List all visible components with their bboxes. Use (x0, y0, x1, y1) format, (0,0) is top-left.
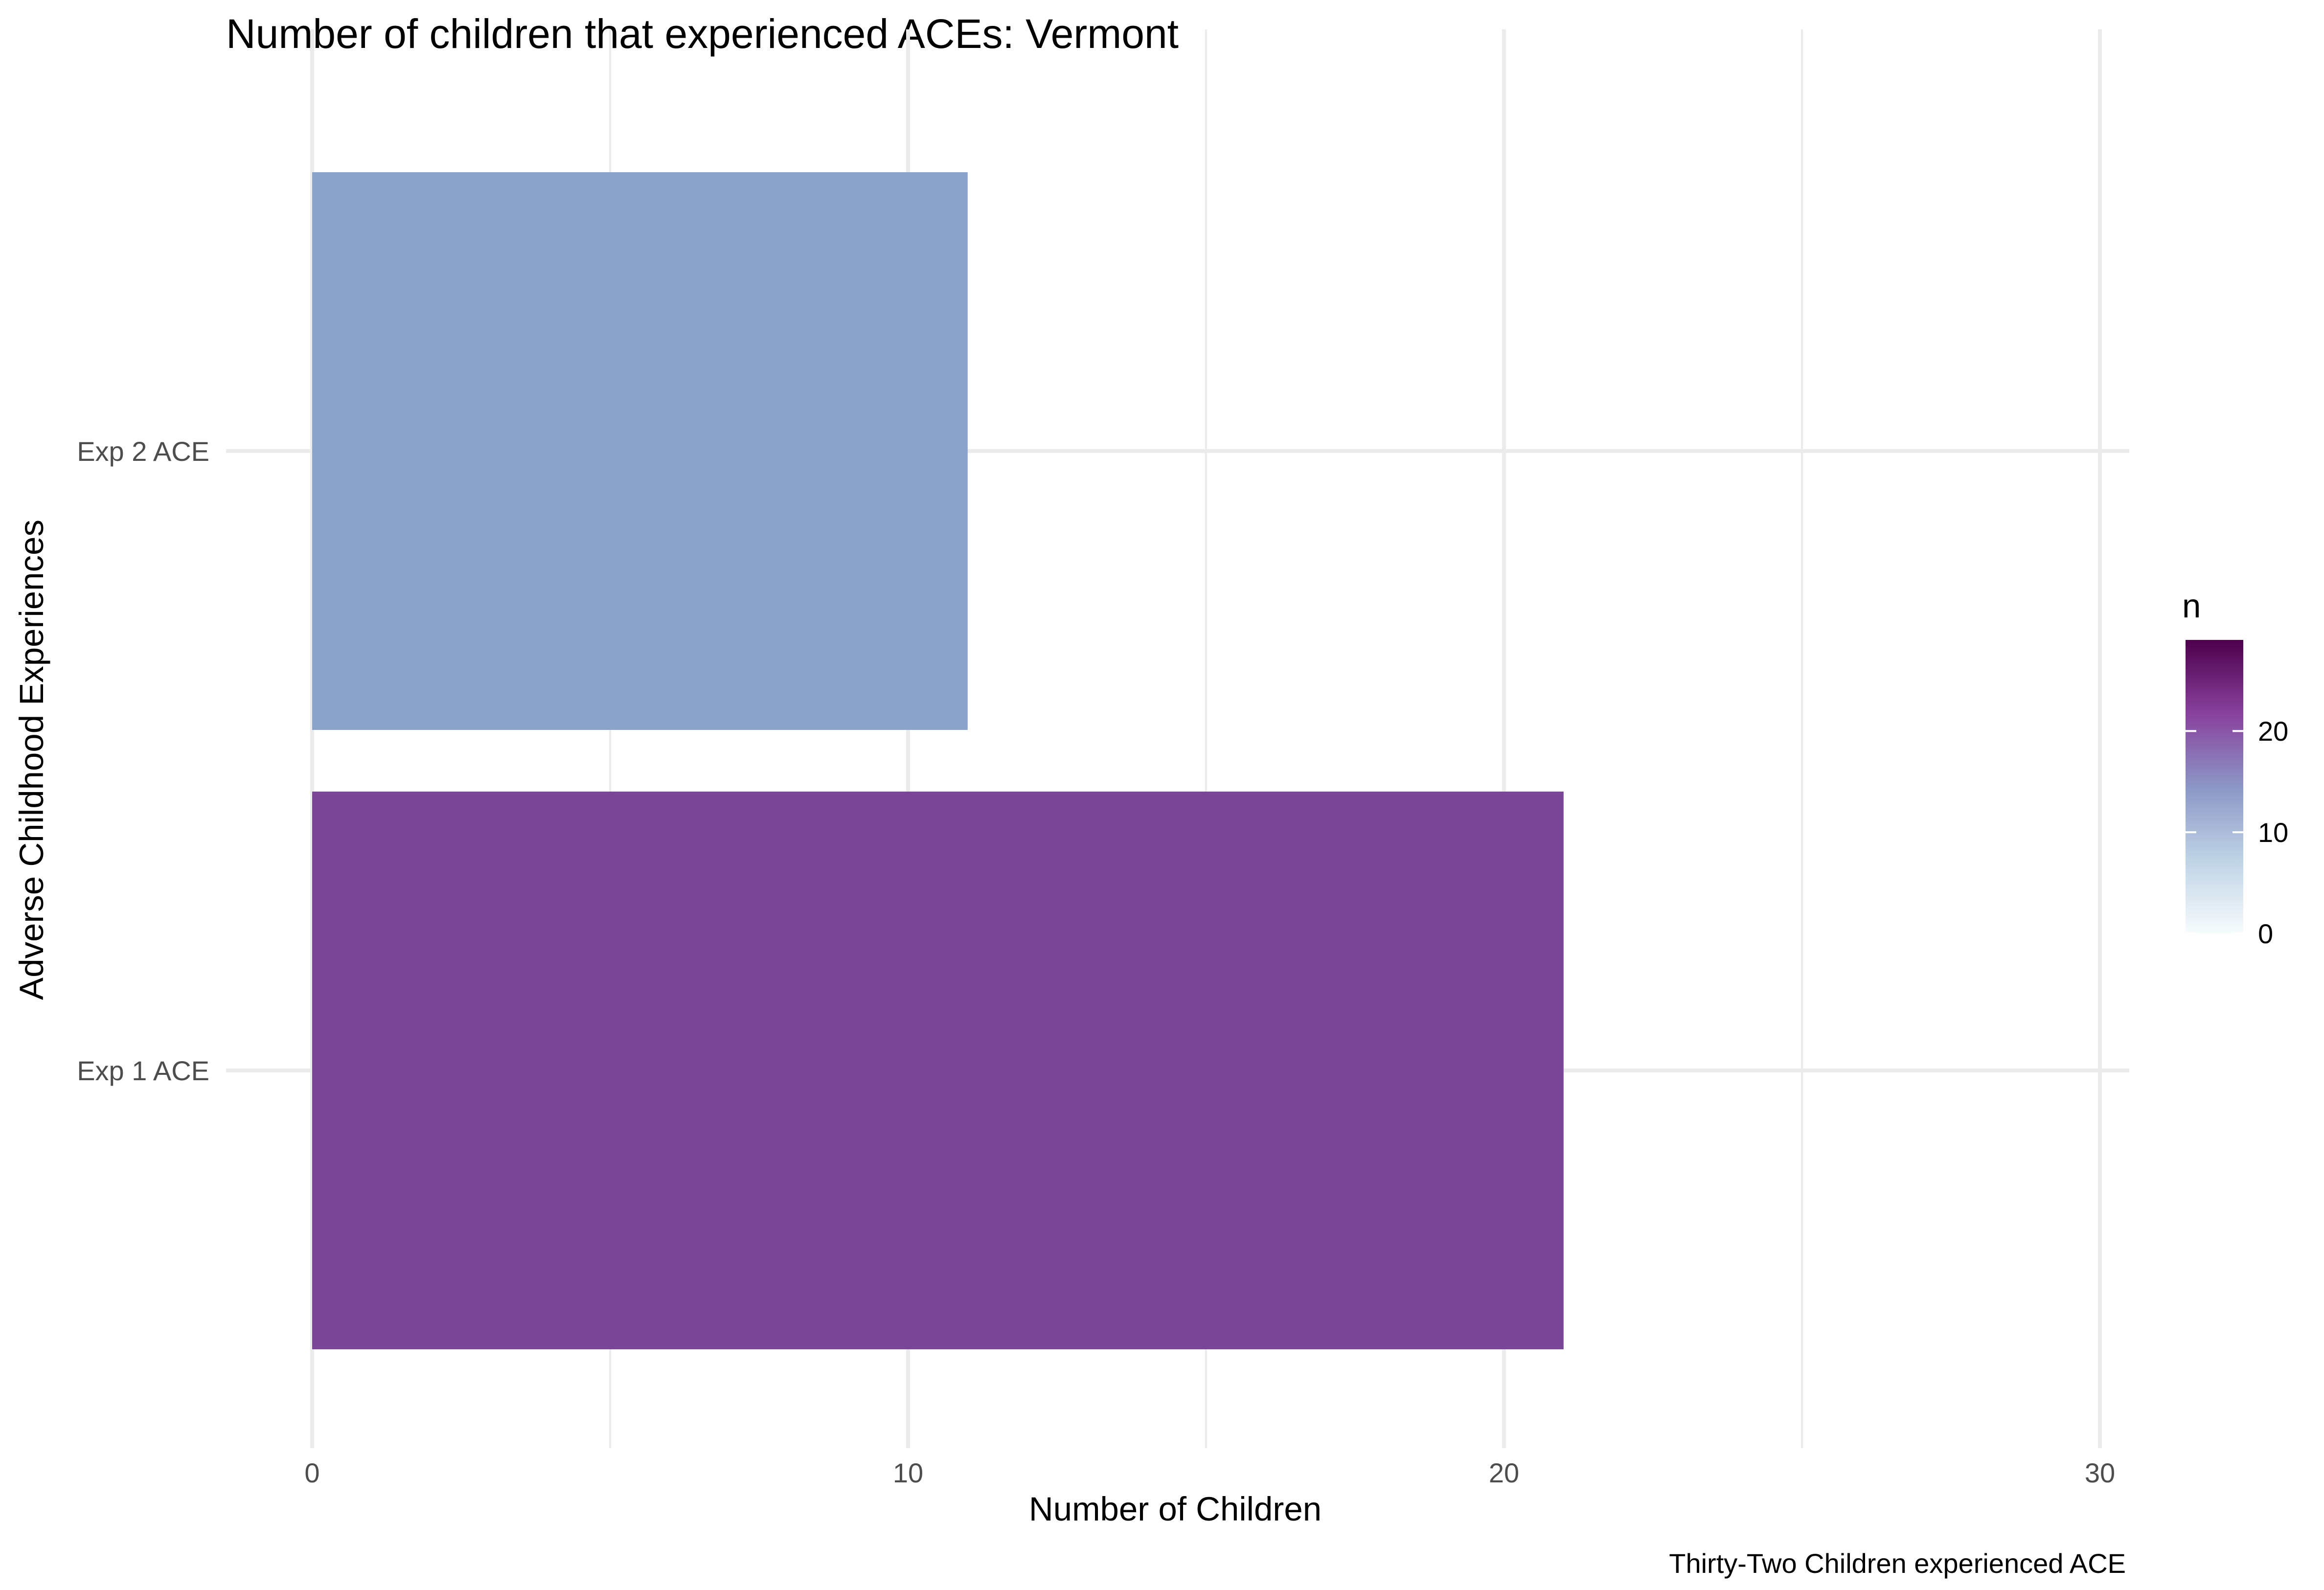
y-tick-label: Exp 1 ACE (77, 1055, 209, 1086)
legend-tick-label: 0 (2258, 918, 2273, 949)
x-tick-label: 10 (893, 1457, 923, 1488)
bars (312, 172, 1564, 1349)
bar-exp-2-ace (312, 172, 968, 730)
legend-title: n (2182, 587, 2201, 625)
x-tick-label: 30 (2085, 1457, 2115, 1488)
legend-ticks: 0 10 20 (2186, 716, 2288, 949)
chart-caption: Thirty-Two Children experienced ACE (1669, 1548, 2126, 1579)
y-axis-ticks: Exp 1 ACE Exp 2 ACE (77, 436, 209, 1086)
legend-tick-label: 10 (2258, 817, 2288, 848)
x-axis-title: Number of Children (1029, 1490, 1321, 1528)
legend-tick-label: 20 (2258, 716, 2288, 747)
chart-title: Number of children that experienced ACEs… (226, 11, 1179, 57)
x-axis-ticks: 0 10 20 30 (304, 1457, 2115, 1488)
y-axis-title: Adverse Childhood Experiences (13, 520, 50, 1000)
bar-exp-1-ace (312, 792, 1564, 1349)
legend-colorbar (2186, 640, 2243, 933)
y-tick-label: Exp 2 ACE (77, 436, 209, 467)
x-tick-label: 20 (1489, 1457, 1519, 1488)
legend: n 0 10 20 (2182, 587, 2288, 949)
x-tick-label: 0 (304, 1457, 319, 1488)
